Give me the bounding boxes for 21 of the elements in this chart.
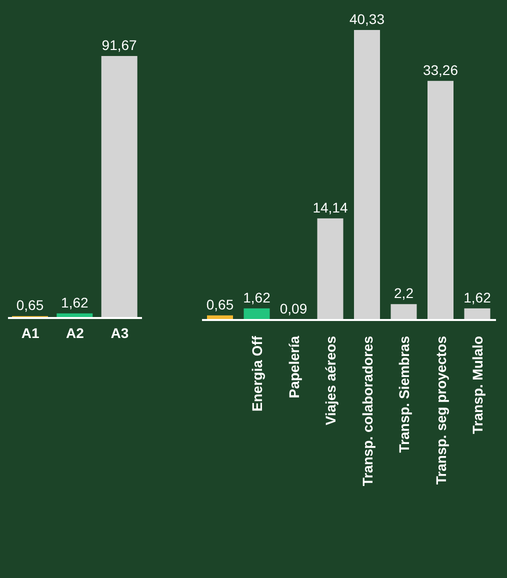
data-label: 1,62	[61, 294, 89, 310]
data-label: 0,65	[206, 296, 234, 312]
x-tick-label: A2	[66, 325, 84, 341]
x-tick-label: Transp. colaboradores	[359, 336, 376, 486]
data-label: 33,26	[422, 62, 458, 78]
x-tick-label: Transp. Siembras	[396, 336, 412, 453]
x-tick-label: Energia Off	[249, 336, 266, 412]
data-label: 14,14	[312, 199, 348, 216]
data-label: 0,65	[16, 297, 44, 314]
x-tick-label: Viajes aéreos	[322, 336, 339, 426]
x-tick-label: Transp. Mulalo	[470, 336, 486, 434]
data-label: 91,67	[102, 37, 138, 53]
data-label: 2,2	[394, 285, 414, 302]
data-label: 40,33	[349, 11, 385, 27]
x-tick-label: Transp. seg proyectos	[432, 336, 449, 485]
x-tick-label: A3	[110, 325, 129, 341]
data-label: 0,09	[280, 300, 308, 316]
x-tick-label: A1	[21, 325, 40, 341]
x-tick-label: Papelería	[286, 336, 302, 398]
data-label: 1,62	[243, 289, 271, 306]
data-label: 1,62	[464, 289, 492, 306]
